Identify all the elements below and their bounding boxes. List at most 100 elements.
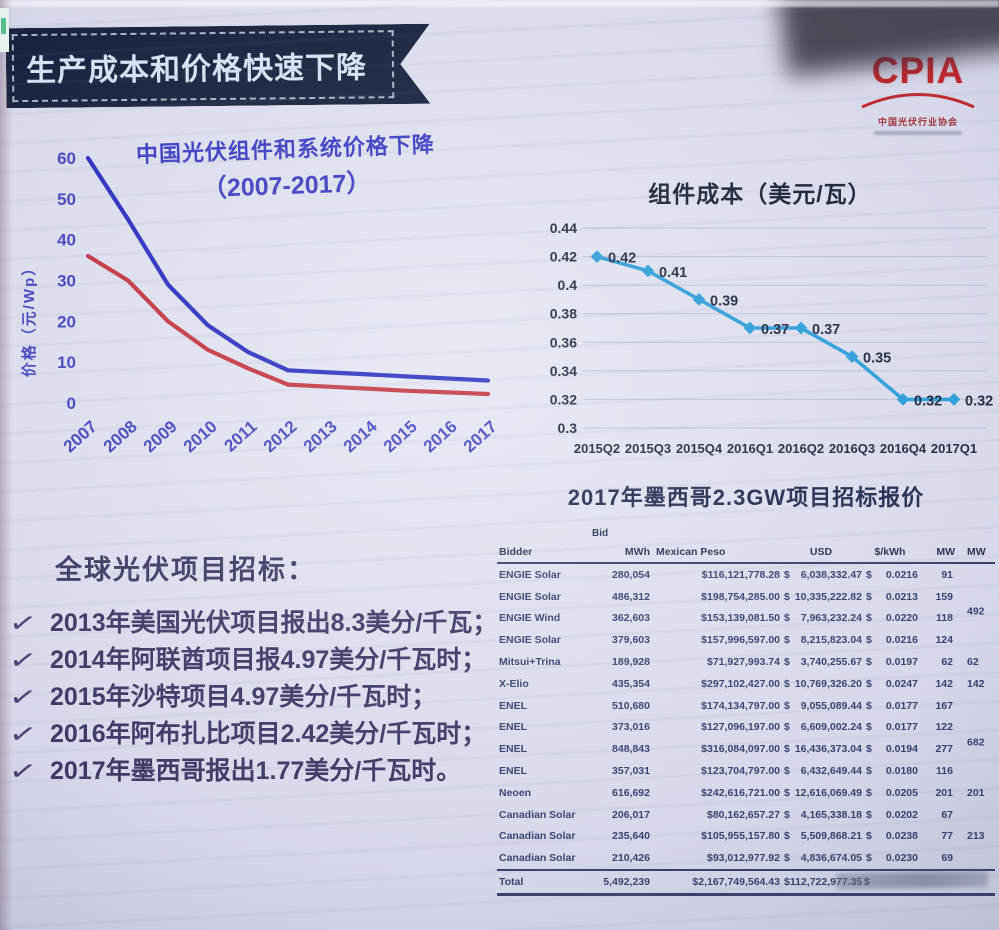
amount: 0.0216 xyxy=(885,634,918,647)
amount: 0.0194 xyxy=(885,743,918,756)
usd-cell: $3,740,255.67 xyxy=(780,656,862,668)
peso-cell: $297,102,427.00 xyxy=(701,677,780,690)
peso-cell: $116,121,778.28 xyxy=(701,568,780,581)
mw-group-cell: 142 xyxy=(967,677,985,690)
mwh-cell: 235,640 xyxy=(612,830,650,843)
bidder-cell: ENEL xyxy=(499,699,528,712)
dollar-sign: $ xyxy=(866,699,872,712)
bidder-cell: Canadian Solar xyxy=(499,808,576,821)
bidder-cell: ENGIE Solar xyxy=(499,590,561,603)
mw-group-cell: 492 xyxy=(967,605,985,618)
usd-cell: $4,165,338.18 xyxy=(780,809,862,821)
mwh-cell: 373,016 xyxy=(612,721,650,734)
amount: 10,769,326.20 xyxy=(794,677,862,690)
x-tick-label: 2010 xyxy=(180,417,221,456)
mw-cell: 67 xyxy=(941,808,953,821)
check-icon: ✓ xyxy=(6,680,40,714)
total-usd-cell: $112,722,977.35 xyxy=(780,876,862,888)
column-header: MW xyxy=(967,546,986,558)
module-cost-chart-title: 组件成本（美元/瓦） xyxy=(648,181,872,207)
bidder-cell: ENGIE Solar xyxy=(499,634,561,647)
kwh-cell: $0.0216 xyxy=(862,569,918,581)
mw-cell: 122 xyxy=(935,721,953,734)
amount: 6,609,002.24 xyxy=(800,721,862,734)
dollar-sign: $ xyxy=(866,808,872,821)
amount: 0.0220 xyxy=(885,612,918,625)
x-tick-label: 2013 xyxy=(300,417,341,456)
amount: 0.0197 xyxy=(885,656,918,669)
mwh-cell: 362,603 xyxy=(612,612,650,625)
data-point-label: 0.32 xyxy=(914,393,942,409)
bid-list-item: ✓ 2015年沙特项目4.97美分/千瓦时； xyxy=(7,679,498,716)
bidder-cell: ENEL xyxy=(499,765,528,778)
mw-cell: 62 xyxy=(941,656,953,669)
bid-list-item: ✓ 2016年阿布扎比项目2.42美分/千瓦时； xyxy=(7,716,498,753)
bid-list-item-text: 2013年美国光伏项目报出8.3美分/千瓦； xyxy=(50,609,498,637)
kwh-cell: $0.0238 xyxy=(862,830,918,842)
dollar-sign: $ xyxy=(784,852,790,865)
mwh-cell: 510,680 xyxy=(612,699,650,712)
column-header: Mexican Peso xyxy=(656,546,726,558)
dollar-sign: $ xyxy=(784,786,790,799)
mwh-cell: 435,354 xyxy=(612,677,650,690)
kwh-cell: $0.0194 xyxy=(862,743,918,755)
table-row: ENEL 510,680 $174,134,797.00 $9,055,089.44 $… xyxy=(497,695,995,717)
dollar-sign: $ xyxy=(784,876,790,889)
table-row: Mitsui+Trina 189,928 $71,927,993.74 $3,740,… xyxy=(497,651,995,673)
x-tick-label: 2012 xyxy=(260,417,301,456)
amount: 0.0238 xyxy=(885,830,918,843)
mwh-cell: 206,017 xyxy=(612,808,650,821)
mw-cell: 77 xyxy=(941,830,953,843)
kwh-cell: $0.0230 xyxy=(862,852,918,864)
bid-table-body: Bidder MWh Mexican Peso USD $/kWh MW MW ENGIE S… xyxy=(497,542,995,896)
peso-cell: $157,996,597.00 xyxy=(701,634,780,647)
amount: 3,740,255.67 xyxy=(800,656,862,669)
bidder-cell: ENEL xyxy=(499,743,528,756)
y-tick-label: 0.32 xyxy=(550,391,577,407)
y-tick-label: 0.36 xyxy=(550,334,577,350)
table-row: X-Elio 435,354 $297,102,427.00 $10,769,326.… xyxy=(497,673,995,695)
data-point-marker xyxy=(947,393,961,406)
mw-cell: 69 xyxy=(941,852,953,865)
mwh-cell: 357,031 xyxy=(612,765,650,778)
y-tick-label: 20 xyxy=(57,312,76,331)
photo-top-edge xyxy=(0,0,999,7)
mexico-bid-table-title: 2017年墨西哥2.3GW项目招标报价 xyxy=(567,485,925,510)
data-point-label: 0.37 xyxy=(812,322,840,338)
kwh-cell: $0.0202 xyxy=(862,809,918,821)
mw-cell: 91 xyxy=(941,568,953,581)
check-icon: ✓ xyxy=(6,717,40,751)
peso-cell: $198,754,285.00 xyxy=(701,590,780,603)
mw-cell: 167 xyxy=(935,699,953,712)
table-row: Canadian Solar 206,017 $80,162,657.27 $4,16… xyxy=(497,804,995,826)
bidder-cell: ENGIE Wind xyxy=(499,612,561,625)
amount: 5,509,868.21 xyxy=(800,830,862,843)
global-bids-section: 全球光伏项目招标： ✓ 2013年美国光伏项目报出8.3美分/千瓦； ✓ 2014年阿… xyxy=(7,548,498,790)
module-cost-chart-svg: 0.44 0.42 0.4 0.38 0.36 0.34 0.32 0.3 0.42 2015Q2… xyxy=(550,220,993,456)
peso-cell: $93,012,977.92 xyxy=(707,852,780,865)
dollar-sign: $ xyxy=(866,590,872,603)
dollar-sign: $ xyxy=(866,612,872,625)
amount: 0.0202 xyxy=(885,808,918,821)
bidder-cell: Canadian Solar xyxy=(499,852,576,865)
mwh-cell: 210,426 xyxy=(612,852,650,865)
mwh-cell: 848,843 xyxy=(612,743,650,756)
dollar-sign: $ xyxy=(866,786,872,799)
mw-group-cell: 682 xyxy=(967,736,985,749)
amount: 9,055,089.44 xyxy=(800,699,862,712)
dollar-sign: $ xyxy=(784,656,790,669)
mw-group-cell: 201 xyxy=(967,786,985,799)
kwh-cell: $0.0213 xyxy=(862,591,918,603)
peso-cell: $316,084,097.00 xyxy=(701,743,780,756)
x-tick-label: 2016Q4 xyxy=(880,441,927,456)
y-tick-label: 40 xyxy=(57,231,76,250)
table-row: Canadian Solar 210,426 $93,012,977.92 $4,83… xyxy=(497,847,995,869)
module-cost-line xyxy=(596,254,954,402)
y-tick-label: 0.34 xyxy=(550,363,577,379)
column-header: Bidder xyxy=(499,546,533,558)
x-tick-label: 2015Q4 xyxy=(676,441,723,456)
x-tick-label: 2009 xyxy=(140,417,181,456)
cpia-logo-arc-icon xyxy=(861,93,975,109)
column-header: MW xyxy=(936,546,955,558)
dollar-sign: $ xyxy=(784,830,790,843)
